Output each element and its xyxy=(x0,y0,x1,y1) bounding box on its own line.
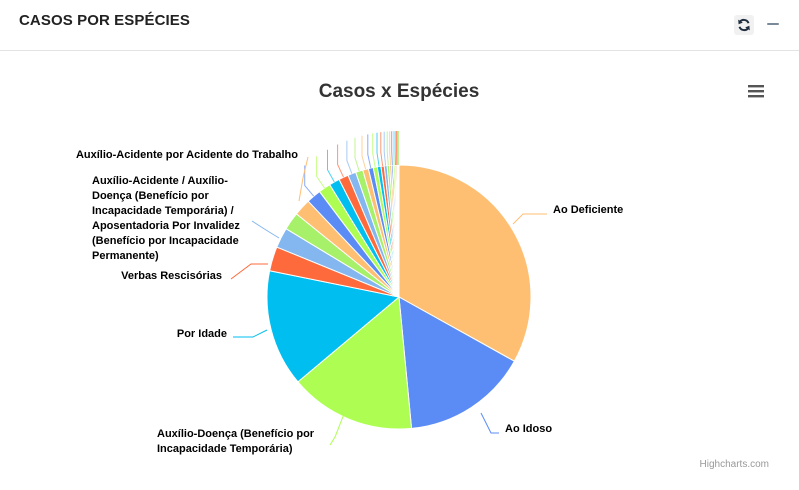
slice-connector xyxy=(304,165,315,197)
slice-label: Auxílio-Doença (Benefício por Incapacidad… xyxy=(157,428,315,455)
refresh-icon xyxy=(738,18,750,32)
pie-slice[interactable] xyxy=(398,296,516,429)
pie-chart: Casos x Espécies Ao Deficiente Ao Idoso Au… xyxy=(76,80,769,470)
slice-connector xyxy=(337,144,344,178)
pie-slices xyxy=(266,164,532,430)
slice-connector xyxy=(480,412,499,434)
slice-connector xyxy=(327,149,335,183)
slice-connector xyxy=(361,135,367,170)
pie-slice[interactable] xyxy=(297,296,413,430)
slice-connector xyxy=(372,133,376,168)
slice-connector xyxy=(393,131,395,166)
slice-label: Por Idade xyxy=(177,328,227,340)
slice-label: Auxílio-Acidente / Auxílio-Doença (Benef… xyxy=(92,175,240,262)
slice-connector xyxy=(383,131,387,166)
slice-connector xyxy=(389,131,392,166)
slice-connector xyxy=(316,156,325,189)
slice-connector xyxy=(380,132,384,167)
slice-connector xyxy=(354,137,360,172)
panel-title: CASOS POR ESPÉCIES xyxy=(19,12,191,29)
pie-slice[interactable] xyxy=(266,270,401,383)
hamburger-menu-icon xyxy=(748,85,764,98)
slice-label: Verbas Rescisórias xyxy=(121,270,222,282)
slice-connector xyxy=(251,220,280,239)
pie-labels: Ao Deficiente Ao Idoso Auxílio-Doença (Ben… xyxy=(76,131,623,455)
minimize-button[interactable] xyxy=(766,16,780,32)
panel-header: CASOS POR ESPÉCIES xyxy=(0,0,799,51)
chart-title: Casos x Espécies xyxy=(319,81,480,102)
slice-connector xyxy=(298,156,309,202)
slice-connector xyxy=(512,213,547,225)
refresh-button[interactable] xyxy=(734,15,754,35)
pie-slice[interactable] xyxy=(398,164,532,362)
slice-connector xyxy=(376,132,380,167)
slice-connector xyxy=(367,134,372,169)
slice-connector xyxy=(346,140,353,174)
slice-connector xyxy=(230,263,268,280)
slice-connector xyxy=(391,131,393,166)
slice-label: Ao Idoso xyxy=(505,423,552,435)
chart-menu-button[interactable] xyxy=(743,80,769,102)
credits-link[interactable]: Highcharts.com xyxy=(700,459,769,470)
slice-connector xyxy=(329,413,345,446)
slice-label: Auxílio-Acidente por Acidente do Trabalh… xyxy=(76,149,298,161)
slice-connector xyxy=(386,131,389,166)
slice-connector xyxy=(233,329,268,338)
slice-label: Ao Deficiente xyxy=(553,204,623,216)
